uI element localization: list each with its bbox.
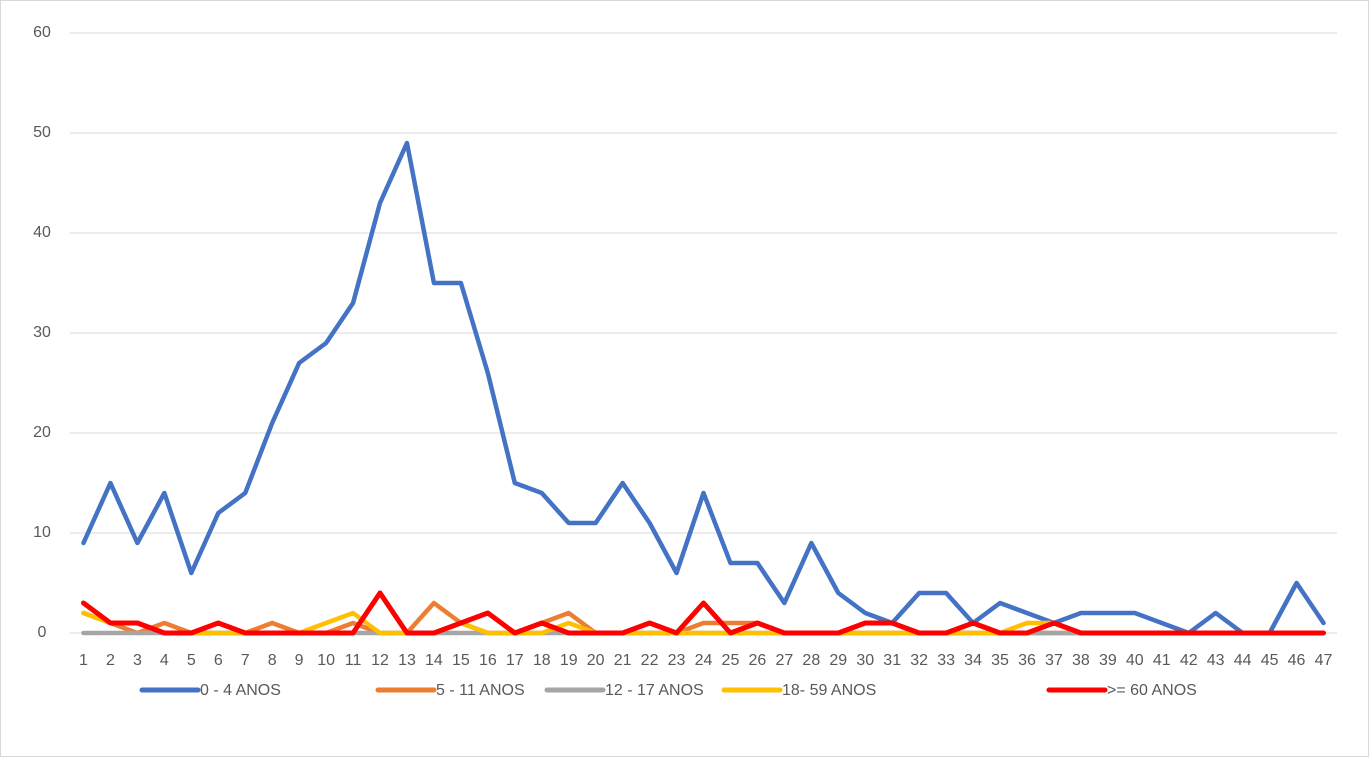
x-tick-label: 42 (1180, 652, 1198, 669)
x-tick-label: 29 (829, 652, 847, 669)
x-tick-label: 43 (1207, 652, 1225, 669)
x-tick-label: 8 (268, 652, 277, 669)
x-tick-label: 33 (937, 652, 955, 669)
x-tick-label: 23 (668, 652, 686, 669)
x-tick-label: 12 (371, 652, 389, 669)
series-line (80, 590, 1327, 636)
legend-label: 5 - 11 ANOS (436, 682, 525, 699)
x-tick-label: 13 (398, 652, 416, 669)
x-tick-label: 22 (641, 652, 659, 669)
legend-label: 18- 59 ANOS (782, 682, 876, 699)
y-tick-label: 40 (33, 224, 51, 241)
x-tick-label: 26 (749, 652, 767, 669)
x-tick-label: 10 (317, 652, 335, 669)
x-tick-label: 2 (106, 652, 115, 669)
x-tick-label: 41 (1153, 652, 1171, 669)
legend-label: 0 - 4 ANOS (200, 682, 281, 699)
x-tick-label: 18 (533, 652, 551, 669)
legend-label: >= 60 ANOS (1107, 682, 1197, 699)
x-tick-label: 37 (1045, 652, 1063, 669)
x-tick-label: 27 (775, 652, 793, 669)
x-tick-label: 7 (241, 652, 250, 669)
x-tick-label: 32 (910, 652, 928, 669)
x-tick-label: 39 (1099, 652, 1117, 669)
x-tick-label: 44 (1234, 652, 1252, 669)
x-tick-label: 9 (295, 652, 304, 669)
x-tick-label: 31 (883, 652, 901, 669)
y-tick-label: 10 (33, 524, 51, 541)
x-tick-label: 35 (991, 652, 1009, 669)
x-tick-label: 20 (587, 652, 605, 669)
x-tick-label: 3 (133, 652, 142, 669)
x-tick-label: 40 (1126, 652, 1144, 669)
y-tick-label: 50 (33, 124, 51, 141)
x-tick-label: 38 (1072, 652, 1090, 669)
x-tick-label: 46 (1288, 652, 1306, 669)
x-tick-label: 36 (1018, 652, 1036, 669)
x-tick-label: 16 (479, 652, 497, 669)
x-tick-label: 6 (214, 652, 223, 669)
x-tick-label: 19 (560, 652, 578, 669)
x-tick-label: 17 (506, 652, 524, 669)
x-tick-label: 15 (452, 652, 470, 669)
x-tick-label: 45 (1261, 652, 1279, 669)
x-tick-label: 47 (1315, 652, 1333, 669)
x-tick-label: 28 (802, 652, 820, 669)
x-tick-label: 34 (964, 652, 982, 669)
y-tick-label: 60 (33, 24, 51, 41)
x-tick-label: 21 (614, 652, 632, 669)
y-tick-label: 20 (33, 424, 51, 441)
x-tick-label: 30 (856, 652, 874, 669)
series-line (81, 140, 1326, 636)
x-tick-label: 14 (425, 652, 443, 669)
x-tick-label: 1 (79, 652, 88, 669)
x-tick-label: 25 (722, 652, 740, 669)
y-tick-label: 0 (38, 624, 47, 641)
legend-label: 12 - 17 ANOS (605, 682, 704, 699)
x-tick-label: 11 (345, 652, 362, 669)
x-tick-label: 4 (160, 652, 169, 669)
y-tick-label: 30 (33, 324, 51, 341)
x-tick-label: 24 (695, 652, 713, 669)
x-tick-label: 5 (187, 652, 196, 669)
